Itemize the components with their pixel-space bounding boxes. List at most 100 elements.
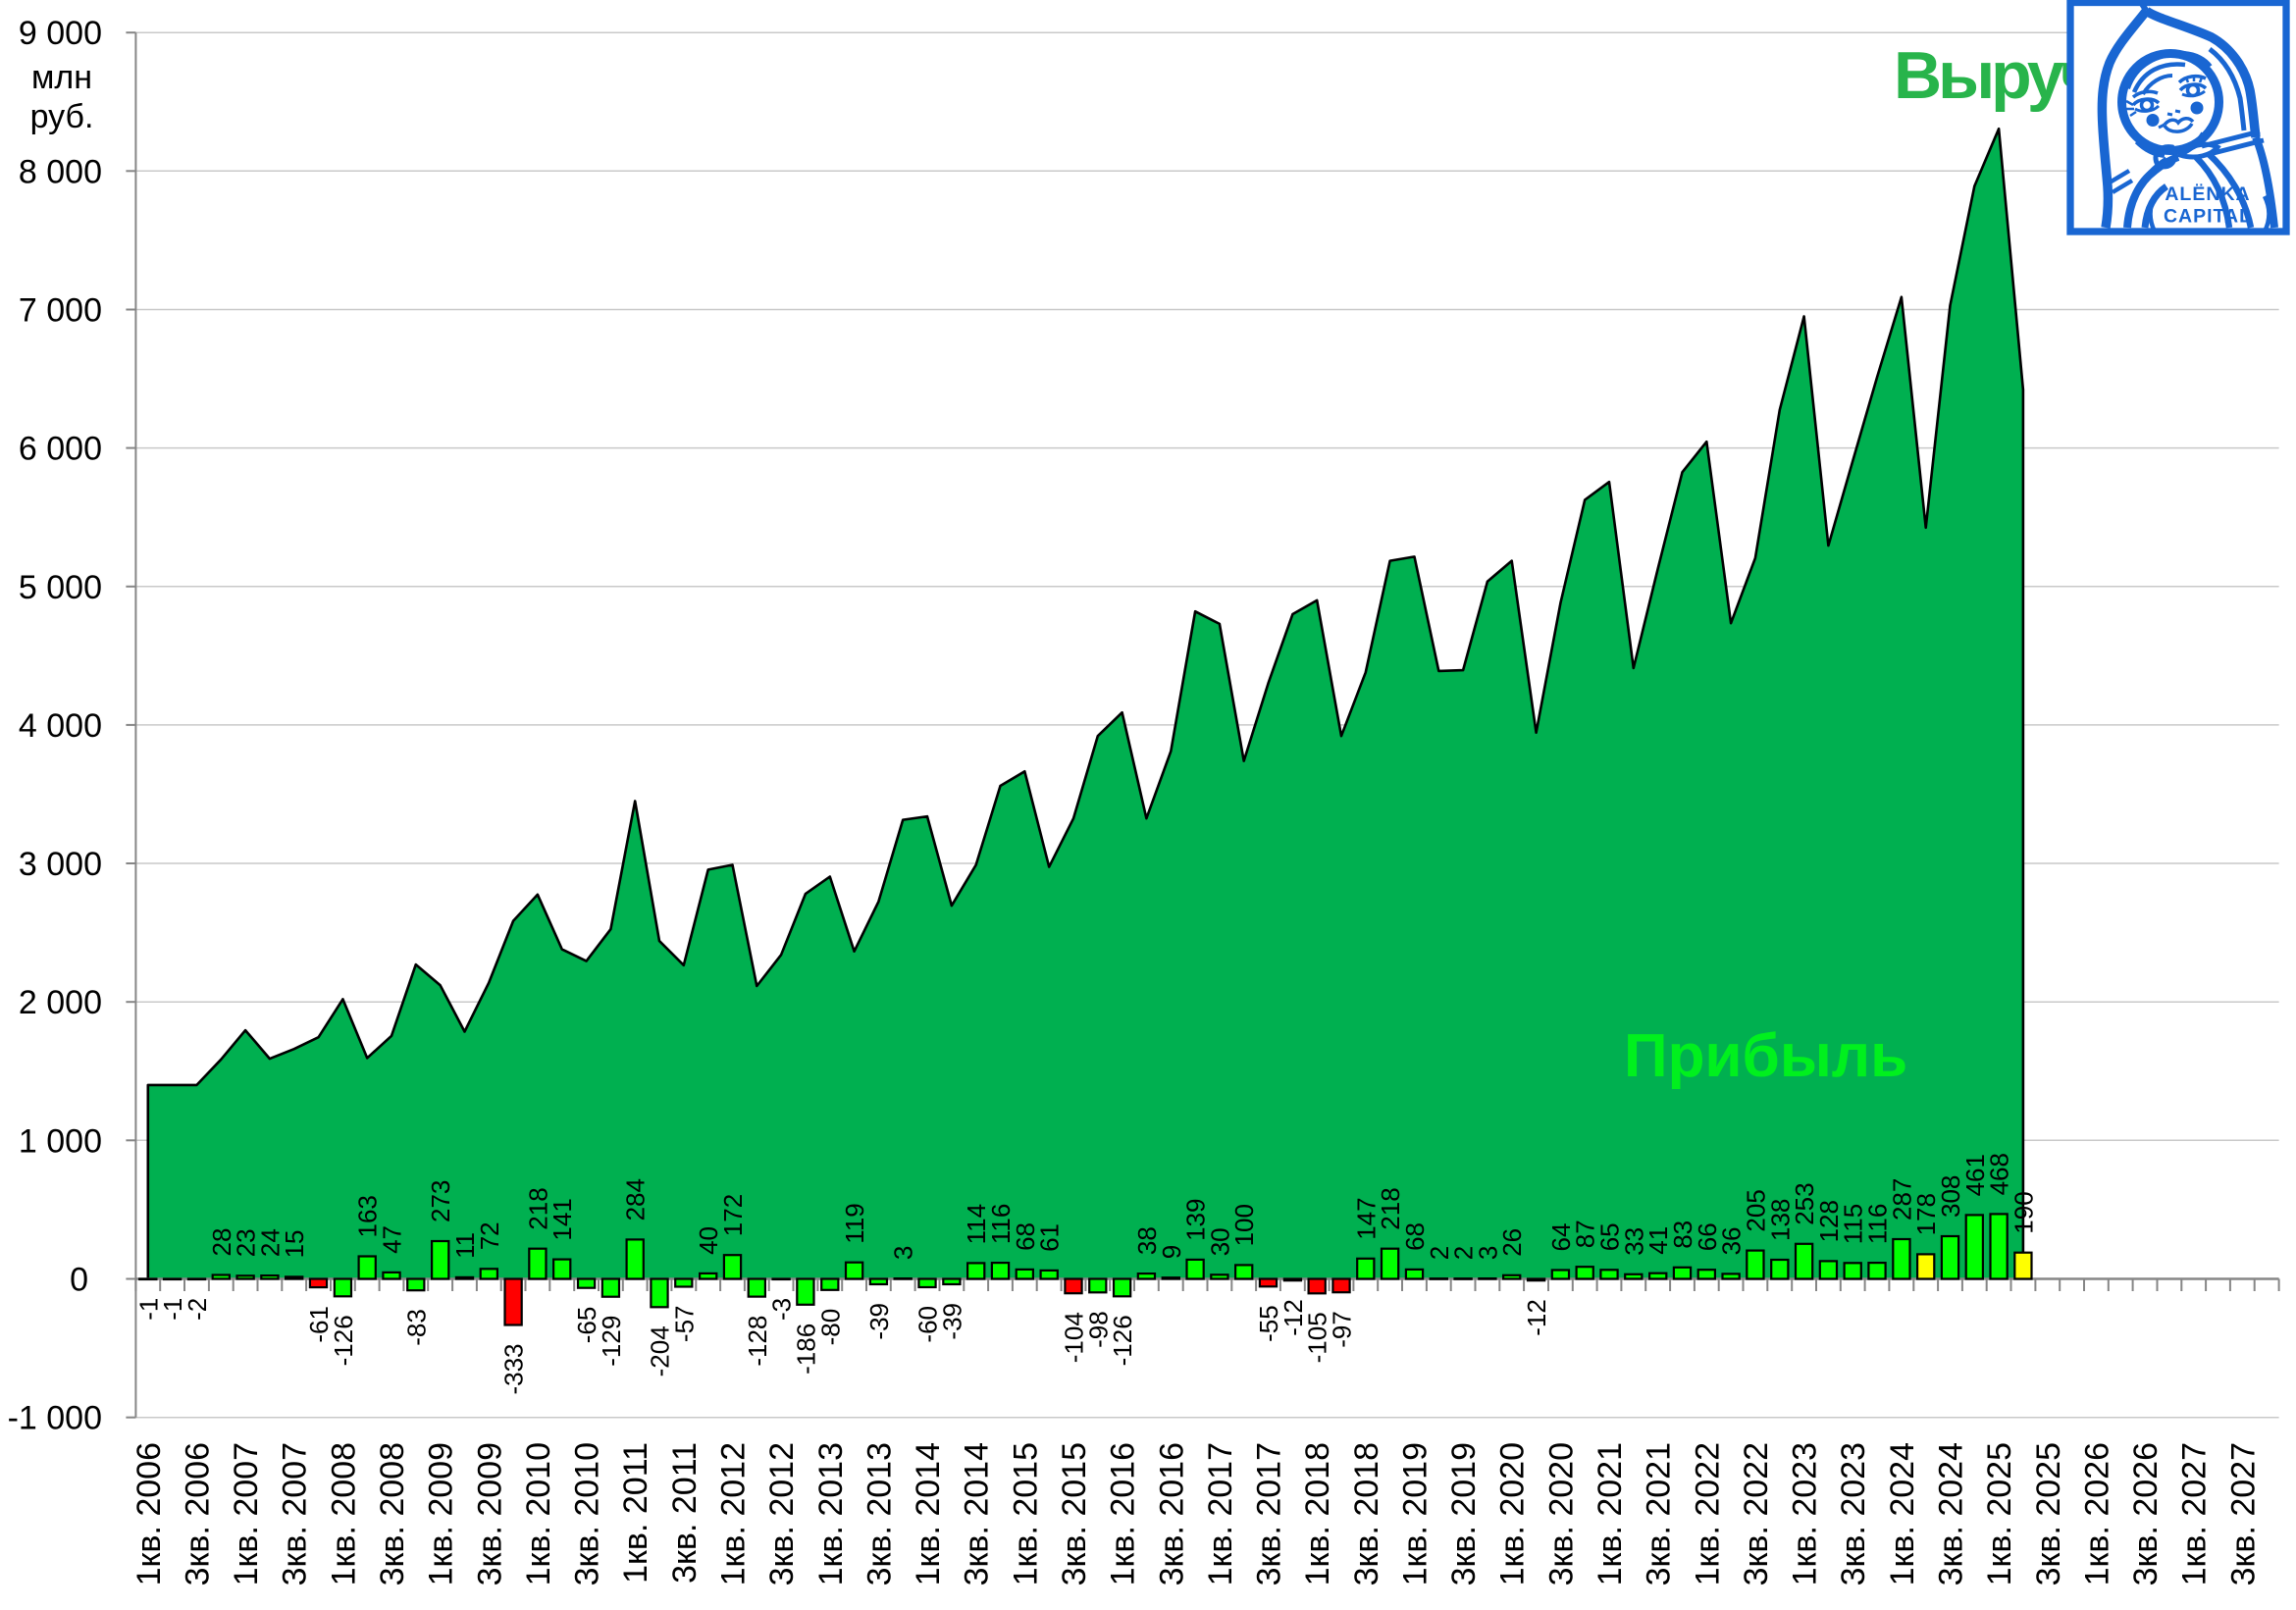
svg-text:1кв. 2008: 1кв. 2008 [325,1442,362,1585]
svg-text:1кв. 2022: 1кв. 2022 [1689,1442,1726,1585]
svg-text:1кв. 2011: 1кв. 2011 [617,1442,654,1584]
svg-text:-129: -129 [597,1316,626,1367]
svg-text:2: 2 [1449,1246,1479,1260]
svg-text:-61: -61 [304,1306,334,1343]
svg-text:2: 2 [1425,1246,1454,1260]
svg-text:3: 3 [889,1246,918,1260]
svg-text:-80: -80 [815,1309,845,1346]
svg-text:-98: -98 [1083,1311,1113,1348]
svg-text:287: 287 [1887,1178,1916,1220]
svg-text:83: 83 [1668,1220,1697,1249]
svg-text:116: 116 [986,1204,1016,1244]
svg-text:11: 11 [450,1232,480,1259]
svg-text:47: 47 [378,1225,407,1254]
svg-text:3кв. 2021: 3кв. 2021 [1641,1442,1678,1585]
svg-text:36: 36 [1717,1226,1747,1255]
svg-text:1 000: 1 000 [19,1122,102,1160]
svg-text:-39: -39 [864,1303,894,1340]
svg-text:115: 115 [1839,1204,1868,1244]
svg-text:-12: -12 [1278,1299,1308,1336]
svg-text:119: 119 [840,1203,869,1243]
svg-text:172: 172 [718,1194,748,1236]
svg-text:218: 218 [1376,1187,1405,1229]
svg-text:1кв. 2010: 1кв. 2010 [520,1442,557,1585]
svg-text:-97: -97 [1328,1311,1357,1348]
svg-text:1кв. 2019: 1кв. 2019 [1397,1442,1435,1585]
svg-text:1кв. 2018: 1кв. 2018 [1299,1442,1336,1585]
svg-text:100: 100 [1229,1204,1259,1246]
svg-text:6 000: 6 000 [19,431,102,468]
svg-text:3кв. 2017: 3кв. 2017 [1251,1442,1288,1585]
svg-text:40: 40 [694,1226,723,1255]
svg-text:-57: -57 [669,1306,699,1343]
svg-text:1кв. 2027: 1кв. 2027 [2176,1442,2214,1585]
svg-text:3кв. 2020: 3кв. 2020 [1542,1442,1580,1585]
svg-text:1кв. 2012: 1кв. 2012 [715,1442,753,1585]
svg-text:-186: -186 [791,1324,820,1375]
svg-text:ALЁNKA: ALЁNKA [2165,182,2250,205]
svg-text:3кв. 2024: 3кв. 2024 [1933,1442,1970,1585]
svg-text:218: 218 [523,1187,552,1229]
svg-text:26: 26 [1497,1228,1527,1257]
svg-text:3кв. 2023: 3кв. 2023 [1835,1442,1872,1585]
svg-text:1кв. 2025: 1кв. 2025 [1981,1442,2018,1585]
svg-text:1кв. 2023: 1кв. 2023 [1787,1442,1824,1585]
svg-text:9: 9 [1157,1245,1186,1259]
svg-text:7 000: 7 000 [19,292,102,330]
svg-text:28: 28 [207,1228,236,1257]
svg-text:116: 116 [1863,1204,1893,1244]
svg-text:308: 308 [1936,1175,1965,1218]
svg-text:1кв. 2017: 1кв. 2017 [1202,1442,1239,1585]
svg-text:3кв. 2016: 3кв. 2016 [1153,1442,1190,1585]
svg-text:-1: -1 [158,1298,187,1321]
svg-text:9 000: 9 000 [19,15,102,52]
svg-text:-1: -1 [133,1298,163,1321]
svg-text:1кв. 2020: 1кв. 2020 [1494,1442,1532,1585]
svg-text:3кв. 2015: 3кв. 2015 [1056,1442,1093,1585]
svg-text:-105: -105 [1303,1312,1332,1363]
svg-text:1кв. 2007: 1кв. 2007 [228,1442,265,1585]
svg-text:3кв. 2027: 3кв. 2027 [2224,1442,2262,1585]
svg-text:468: 468 [1985,1153,2014,1195]
svg-text:-12: -12 [1522,1299,1551,1336]
svg-text:3кв. 2026: 3кв. 2026 [2127,1442,2165,1585]
svg-text:3 000: 3 000 [19,846,102,883]
svg-text:-128: -128 [743,1316,772,1367]
svg-text:3кв. 2009: 3кв. 2009 [471,1442,508,1585]
svg-text:190: 190 [2009,1191,2038,1233]
svg-text:3кв. 2012: 3кв. 2012 [763,1442,801,1585]
svg-text:33: 33 [1619,1227,1648,1256]
svg-text:-60: -60 [913,1306,943,1343]
svg-text:4 000: 4 000 [19,707,102,745]
svg-text:205: 205 [1741,1189,1770,1231]
svg-text:3: 3 [1473,1246,1502,1260]
svg-text:-39: -39 [937,1303,966,1340]
svg-text:139: 139 [1181,1199,1211,1241]
svg-text:273: 273 [426,1180,455,1222]
svg-text:128: 128 [1814,1200,1844,1242]
svg-text:30: 30 [1205,1227,1234,1256]
svg-text:1кв. 2016: 1кв. 2016 [1105,1442,1142,1585]
svg-text:CAPITAL: CAPITAL [2164,206,2252,228]
svg-text:3кв. 2011: 3кв. 2011 [666,1442,704,1584]
svg-text:178: 178 [1911,1193,1941,1235]
svg-text:3кв. 2022: 3кв. 2022 [1738,1442,1775,1585]
svg-text:284: 284 [621,1178,651,1220]
svg-text:-204: -204 [646,1325,675,1376]
svg-text:-2: -2 [183,1298,212,1321]
svg-text:68: 68 [1011,1222,1040,1251]
svg-text:461: 461 [1960,1154,1990,1196]
svg-text:млн: млн [31,59,92,96]
svg-text:38: 38 [1132,1226,1162,1255]
svg-text:1кв. 2006: 1кв. 2006 [130,1442,168,1585]
svg-text:1кв. 2021: 1кв. 2021 [1592,1442,1629,1585]
svg-text:138: 138 [1765,1199,1795,1241]
svg-text:0: 0 [70,1262,88,1299]
svg-text:3кв. 2008: 3кв. 2008 [374,1442,411,1585]
svg-text:1кв. 2009: 1кв. 2009 [423,1442,460,1585]
svg-text:1кв. 2014: 1кв. 2014 [910,1442,947,1585]
svg-text:3кв. 2013: 3кв. 2013 [861,1442,898,1585]
svg-text:Прибыль: Прибыль [1624,1022,1907,1090]
svg-text:3кв. 2014: 3кв. 2014 [959,1442,996,1585]
svg-text:41: 41 [1644,1226,1673,1255]
